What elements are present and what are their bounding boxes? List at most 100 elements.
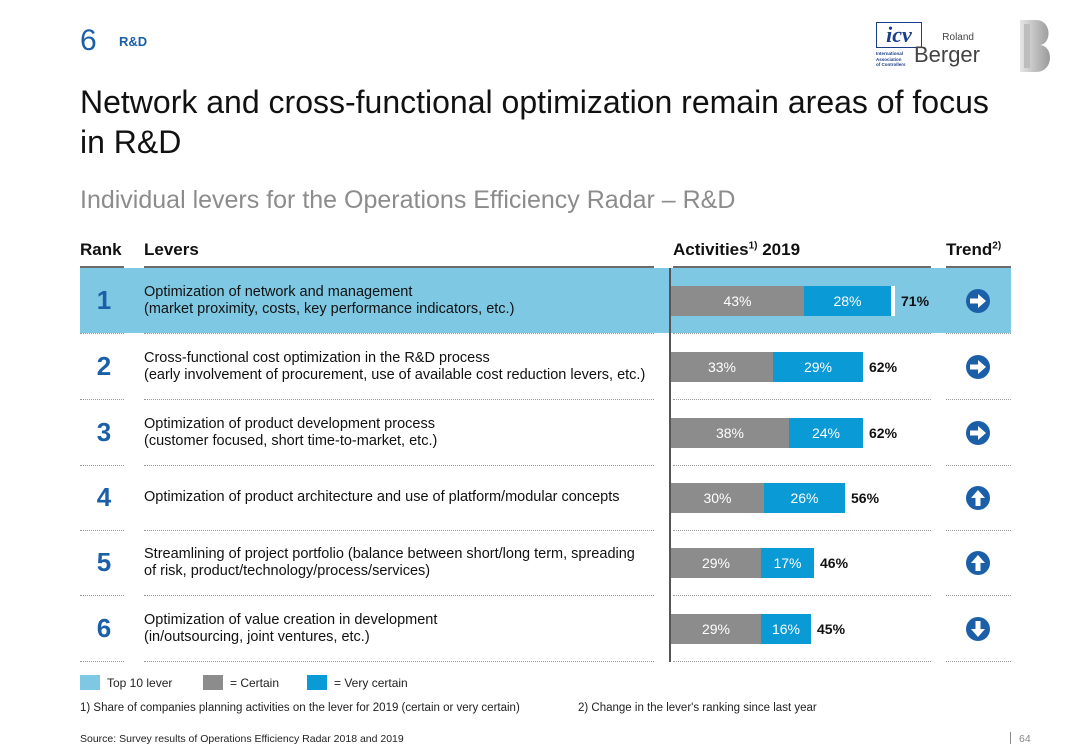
roland-berger-logo-top: Roland xyxy=(942,32,974,43)
icv-logo: icv International Association of Control… xyxy=(876,22,928,76)
legend-swatch-very-certain xyxy=(307,675,327,690)
lever-title: Optimization of network and management xyxy=(144,283,413,300)
lever-text: Optimization of product architecture and… xyxy=(144,465,664,530)
bar-end-cap xyxy=(891,286,895,316)
roland-berger-b-mark-icon xyxy=(1020,20,1051,72)
row-separator xyxy=(946,661,1011,662)
header-trend: Trend2) xyxy=(946,240,1002,259)
bar-total-label: 56% xyxy=(851,490,880,506)
bar-total-label: 71% xyxy=(901,293,930,309)
up-arrow-icon xyxy=(965,550,991,576)
table-row: 1 Optimization of network and management(… xyxy=(80,268,1011,334)
row-separator xyxy=(946,333,1011,334)
bar-very-certain: 28% xyxy=(804,286,891,316)
rank-number: 2 xyxy=(96,351,112,381)
legend-label-very-certain: = Very certain xyxy=(334,676,408,690)
row-separator xyxy=(673,661,931,662)
row-separator xyxy=(80,595,124,596)
legend-label-top10: Top 10 lever xyxy=(107,676,173,690)
row-separator xyxy=(673,333,931,334)
lever-detail: of risk, product/technology/process/serv… xyxy=(144,562,431,579)
bar-very-certain: 16% xyxy=(761,614,811,644)
row-separator xyxy=(144,399,654,400)
roland-berger-logo: Roland Berger xyxy=(914,18,1060,78)
table-row: 3 Optimization of product development pro… xyxy=(80,400,1011,466)
table-row: 2 Cross-functional cost optimization in t… xyxy=(80,334,1011,400)
bar-certain: 30% xyxy=(671,483,764,513)
icv-logo-mark: icv xyxy=(876,22,922,48)
table-row: 6 Optimization of value creation in devel… xyxy=(80,596,1011,662)
row-separator xyxy=(80,399,124,400)
page-number: 64 xyxy=(1010,732,1031,745)
row-separator xyxy=(673,399,931,400)
down-arrow-icon xyxy=(965,616,991,642)
row-separator xyxy=(673,595,931,596)
bar-total-label: 62% xyxy=(869,425,898,441)
row-separator xyxy=(80,661,124,662)
header-underline-trend xyxy=(946,266,1011,268)
table-row: 5 Streamlining of project portfolio (bala… xyxy=(80,530,1011,596)
table-row: 4 Optimization of product architecture an… xyxy=(80,465,1011,531)
row-separator xyxy=(80,333,124,334)
roland-berger-logo-bottom: Berger xyxy=(913,42,980,67)
row-separator xyxy=(946,595,1011,596)
lever-detail: (market proximity, costs, key performanc… xyxy=(144,300,515,317)
right-arrow-icon xyxy=(965,420,991,446)
header-activities: Activities1) 2019 xyxy=(673,240,801,259)
rank-number: 1 xyxy=(96,285,112,315)
bar-very-certain: 26% xyxy=(764,483,845,513)
bar-total-label: 45% xyxy=(817,621,846,637)
legend-swatch-top10 xyxy=(80,675,100,690)
row-separator xyxy=(80,530,124,531)
right-arrow-icon xyxy=(965,354,991,380)
lever-text: Optimization of network and management (m… xyxy=(144,268,664,333)
up-arrow-icon xyxy=(965,485,991,511)
section-label: R&D xyxy=(119,34,148,49)
lever-text: Optimization of value creation in develo… xyxy=(144,596,664,661)
row-separator xyxy=(144,661,654,662)
header-underline-levers xyxy=(144,266,654,268)
icv-logo-text: International Association of Controllers xyxy=(876,51,906,67)
lever-title: Cross-functional cost optimization in th… xyxy=(144,349,490,366)
source-note: Source: Survey results of Operations Eff… xyxy=(80,733,404,745)
legend-label-certain: = Certain xyxy=(230,676,280,690)
lever-detail: (early involvement of procurement, use o… xyxy=(144,366,646,383)
lever-title: Optimization of value creation in develo… xyxy=(144,611,438,628)
legend-swatch-certain xyxy=(203,675,223,690)
header-underline-rank xyxy=(80,266,124,268)
footnote-2: 2) Change in the lever's ranking since l… xyxy=(578,702,817,714)
bar-certain: 38% xyxy=(671,418,789,448)
bar-total-label: 46% xyxy=(820,555,849,571)
row-separator xyxy=(673,530,931,531)
lever-detail: (customer focused, short time-to-market,… xyxy=(144,432,438,449)
bar-certain: 29% xyxy=(671,548,761,578)
bar-very-certain: 17% xyxy=(761,548,814,578)
page-title: Network and cross-functional optimizatio… xyxy=(80,84,989,160)
row-separator xyxy=(946,399,1011,400)
header-underline-activities xyxy=(673,266,931,268)
rank-number: 3 xyxy=(96,417,112,447)
lever-title: Streamlining of project portfolio (balan… xyxy=(144,545,635,562)
lever-text: Streamlining of project portfolio (balan… xyxy=(144,530,664,595)
header-rank: Rank xyxy=(80,240,122,259)
lever-title: Optimization of product development proc… xyxy=(144,415,435,432)
row-separator xyxy=(673,465,931,466)
row-separator xyxy=(946,465,1011,466)
right-arrow-icon xyxy=(965,288,991,314)
lever-text: Optimization of product development proc… xyxy=(144,400,664,465)
lever-text: Cross-functional cost optimization in th… xyxy=(144,334,664,399)
bar-total-label: 62% xyxy=(869,359,898,375)
row-separator xyxy=(144,530,654,531)
bar-very-certain: 24% xyxy=(789,418,863,448)
rank-number: 4 xyxy=(96,482,112,512)
row-separator xyxy=(946,530,1011,531)
row-separator xyxy=(144,333,654,334)
bar-very-certain: 29% xyxy=(773,352,863,382)
row-separator xyxy=(144,595,654,596)
bar-certain: 33% xyxy=(671,352,773,382)
lever-title: Optimization of product architecture and… xyxy=(144,489,620,505)
lever-detail: (in/outsourcing, joint ventures, etc.) xyxy=(144,628,370,645)
row-separator xyxy=(80,465,124,466)
chart-baseline xyxy=(669,268,671,662)
bar-certain: 29% xyxy=(671,614,761,644)
